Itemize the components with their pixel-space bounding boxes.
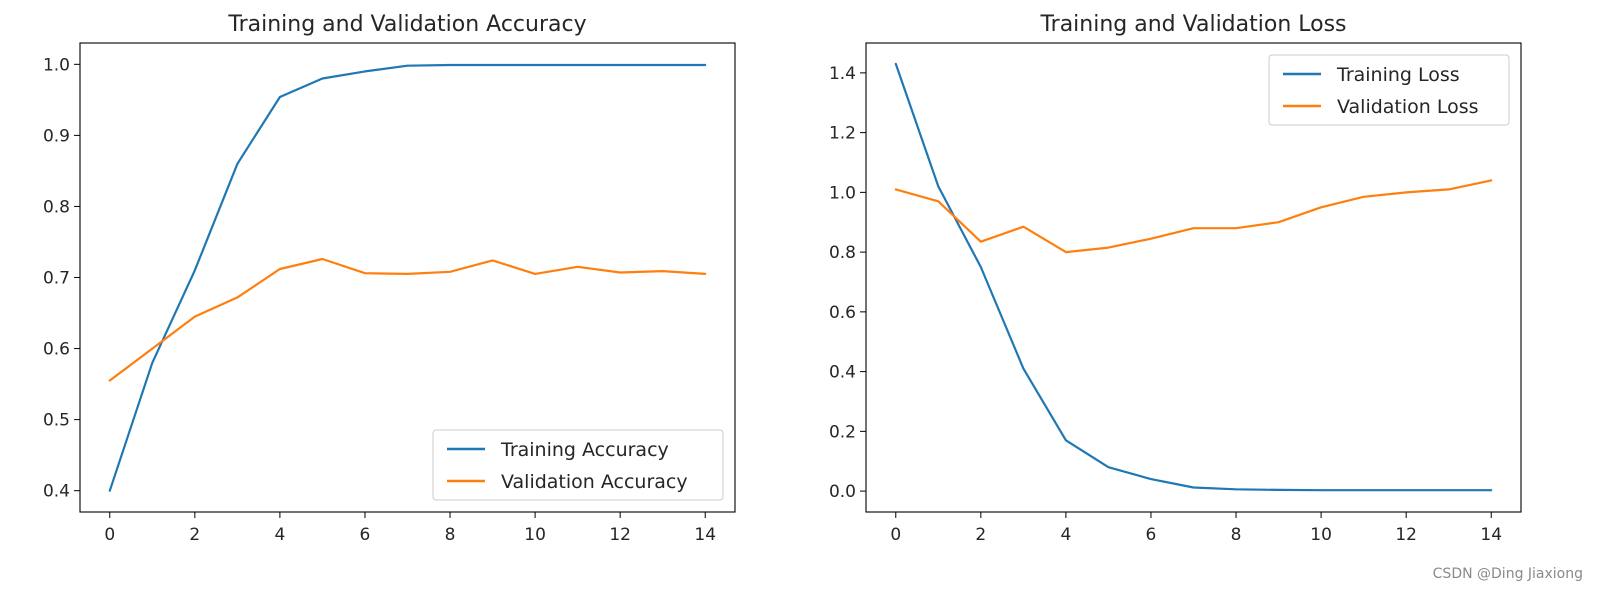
legend: Training Loss Validation Loss [1268, 54, 1510, 126]
x-tick-label: 10 [524, 525, 546, 545]
watermark: CSDN @Ding Jiaxiong [1432, 566, 1583, 582]
y-tick-label: 0.0 [829, 482, 856, 502]
x-tick-label: 4 [274, 525, 285, 545]
plot-frame [79, 42, 736, 513]
x-tick-label: 0 [104, 525, 115, 545]
chart-title: Training and Validation Loss [1039, 12, 1346, 37]
series-line-training-accuracy [108, 63, 707, 492]
y-tick-label: 0.7 [43, 269, 70, 289]
y-tick-label: 0.9 [43, 126, 70, 146]
legend-box [432, 429, 724, 501]
x-tick-label: 0 [890, 525, 901, 545]
x-tick-label: 12 [609, 525, 631, 545]
plot-frame [865, 42, 1522, 513]
x-tick-label: 14 [694, 525, 716, 545]
y-tick-label: 0.8 [43, 197, 70, 217]
x-tick-label: 12 [1395, 525, 1417, 545]
x-tick-label: 2 [189, 525, 200, 545]
legend: Training Accuracy Validation Accuracy [432, 429, 724, 501]
x-tick-label: 4 [1060, 525, 1071, 545]
x-tick-label: 6 [360, 525, 371, 545]
y-tick-label: 1.2 [829, 124, 856, 144]
legend-label: Training Accuracy [500, 439, 669, 461]
x-tick-label: 2 [975, 525, 986, 545]
y-tick-label: 0.2 [829, 422, 856, 442]
series-line-training-loss [894, 62, 1493, 492]
legend-label: Training Loss [1336, 64, 1460, 86]
chart-0: Training and Validation Accuracy 0 2 4 6 8 10 1… [43, 12, 736, 545]
y-tick-label: 1.0 [829, 183, 856, 203]
y-tick-label: 0.4 [829, 363, 856, 383]
legend-box [1268, 54, 1510, 126]
series-line-validation-loss [894, 179, 1493, 254]
x-tick-label: 6 [1146, 525, 1157, 545]
x-tick-label: 14 [1480, 525, 1502, 545]
series-line-validation-accuracy [108, 257, 707, 382]
y-tick-label: 0.4 [43, 482, 70, 502]
y-tick-label: 0.6 [829, 303, 856, 323]
x-tick-label: 8 [445, 525, 456, 545]
legend-label: Validation Accuracy [501, 471, 688, 493]
y-tick-label: 1.4 [829, 64, 856, 84]
chart-title: Training and Validation Accuracy [227, 12, 586, 37]
legend-label: Validation Loss [1337, 96, 1479, 118]
y-tick-label: 0.8 [829, 243, 856, 263]
y-tick-label: 1.0 [43, 55, 70, 75]
y-tick-label: 0.6 [43, 340, 70, 360]
x-tick-label: 8 [1231, 525, 1242, 545]
x-tick-label: 10 [1310, 525, 1332, 545]
chart-1: Training and Validation Loss 0 2 4 6 8 10 12 14 0… [829, 12, 1522, 545]
y-tick-label: 0.5 [43, 411, 70, 431]
